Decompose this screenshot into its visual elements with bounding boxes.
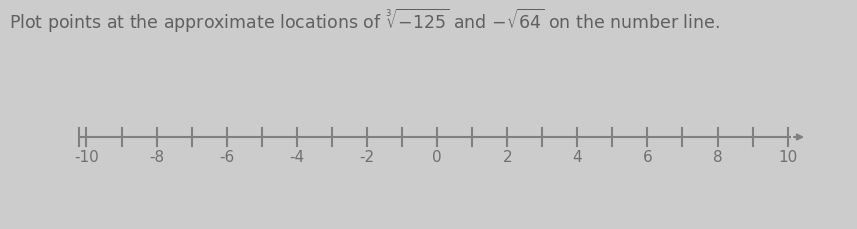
Text: 8: 8 <box>713 150 722 165</box>
Text: -2: -2 <box>359 150 375 165</box>
Text: 6: 6 <box>643 150 652 165</box>
Text: Plot points at the approximate locations of $\sqrt[3]{-125}$ and $-\sqrt{64}$ on: Plot points at the approximate locations… <box>9 7 719 35</box>
Text: 0: 0 <box>432 150 442 165</box>
Text: -4: -4 <box>290 150 304 165</box>
Text: 10: 10 <box>778 150 797 165</box>
Text: 4: 4 <box>572 150 582 165</box>
Text: -8: -8 <box>149 150 165 165</box>
Text: -6: -6 <box>219 150 234 165</box>
Text: 2: 2 <box>502 150 512 165</box>
Text: -10: -10 <box>74 150 99 165</box>
